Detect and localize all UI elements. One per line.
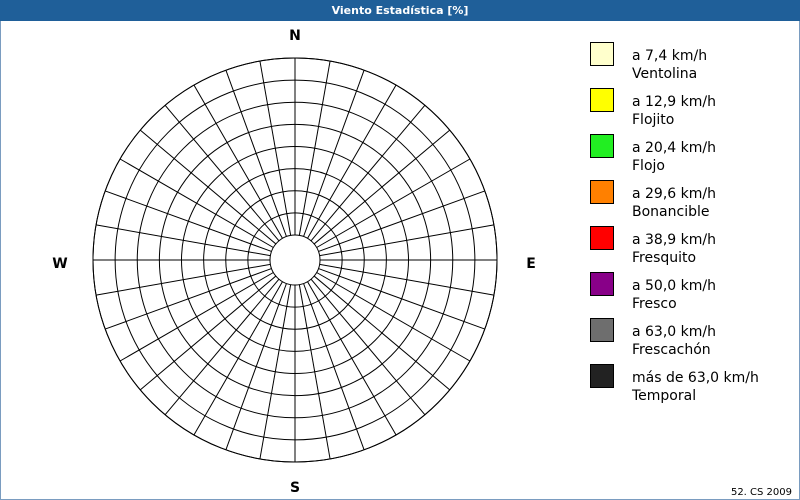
ring bbox=[114, 79, 476, 441]
legend-swatch bbox=[590, 42, 614, 66]
legend-swatch bbox=[590, 88, 614, 112]
legend-description: Temporal bbox=[631, 388, 696, 404]
legend-label: a 29,6 km/h bbox=[632, 186, 716, 202]
ring bbox=[247, 212, 343, 308]
ring bbox=[225, 190, 365, 330]
legend-description: Frescachón bbox=[632, 342, 711, 358]
legend-description: Bonancible bbox=[632, 204, 709, 220]
legend-swatch bbox=[590, 272, 614, 296]
ring bbox=[92, 57, 498, 463]
ring bbox=[269, 234, 321, 286]
legend-label: a 7,4 km/h bbox=[632, 48, 707, 64]
legend-swatch bbox=[590, 226, 614, 250]
legend-swatch bbox=[590, 318, 614, 342]
legend-label: a 50,0 km/h bbox=[632, 278, 716, 294]
legend-description: Flojo bbox=[632, 158, 665, 174]
legend-label: más de 63,0 km/h bbox=[632, 370, 759, 386]
footer: 52. CS 2009 bbox=[731, 487, 792, 498]
legend-description: Fresco bbox=[632, 296, 677, 312]
chart-title: Viento Estadística [%] bbox=[332, 4, 469, 17]
ring bbox=[181, 146, 409, 374]
legend-swatch bbox=[590, 134, 614, 158]
ring bbox=[203, 168, 387, 352]
ring bbox=[158, 123, 432, 397]
legend-label: a 12,9 km/h bbox=[632, 94, 716, 110]
legend-label: a 20,4 km/h bbox=[632, 140, 716, 156]
legend-description: Ventolina bbox=[632, 66, 697, 82]
ring bbox=[136, 101, 454, 419]
legend-description: Fresquito bbox=[632, 250, 696, 266]
direction-label: W bbox=[52, 256, 67, 272]
legend-label: a 63,0 km/h bbox=[632, 324, 716, 340]
legend-label: a 38,9 km/h bbox=[632, 232, 716, 248]
title-bar bbox=[0, 0, 800, 21]
direction-label: S bbox=[290, 480, 300, 496]
direction-label: E bbox=[526, 256, 536, 272]
legend-description: Flojito bbox=[632, 112, 674, 128]
direction-label: N bbox=[289, 28, 301, 44]
legend-swatch bbox=[590, 180, 614, 204]
legend-swatch bbox=[590, 364, 614, 388]
